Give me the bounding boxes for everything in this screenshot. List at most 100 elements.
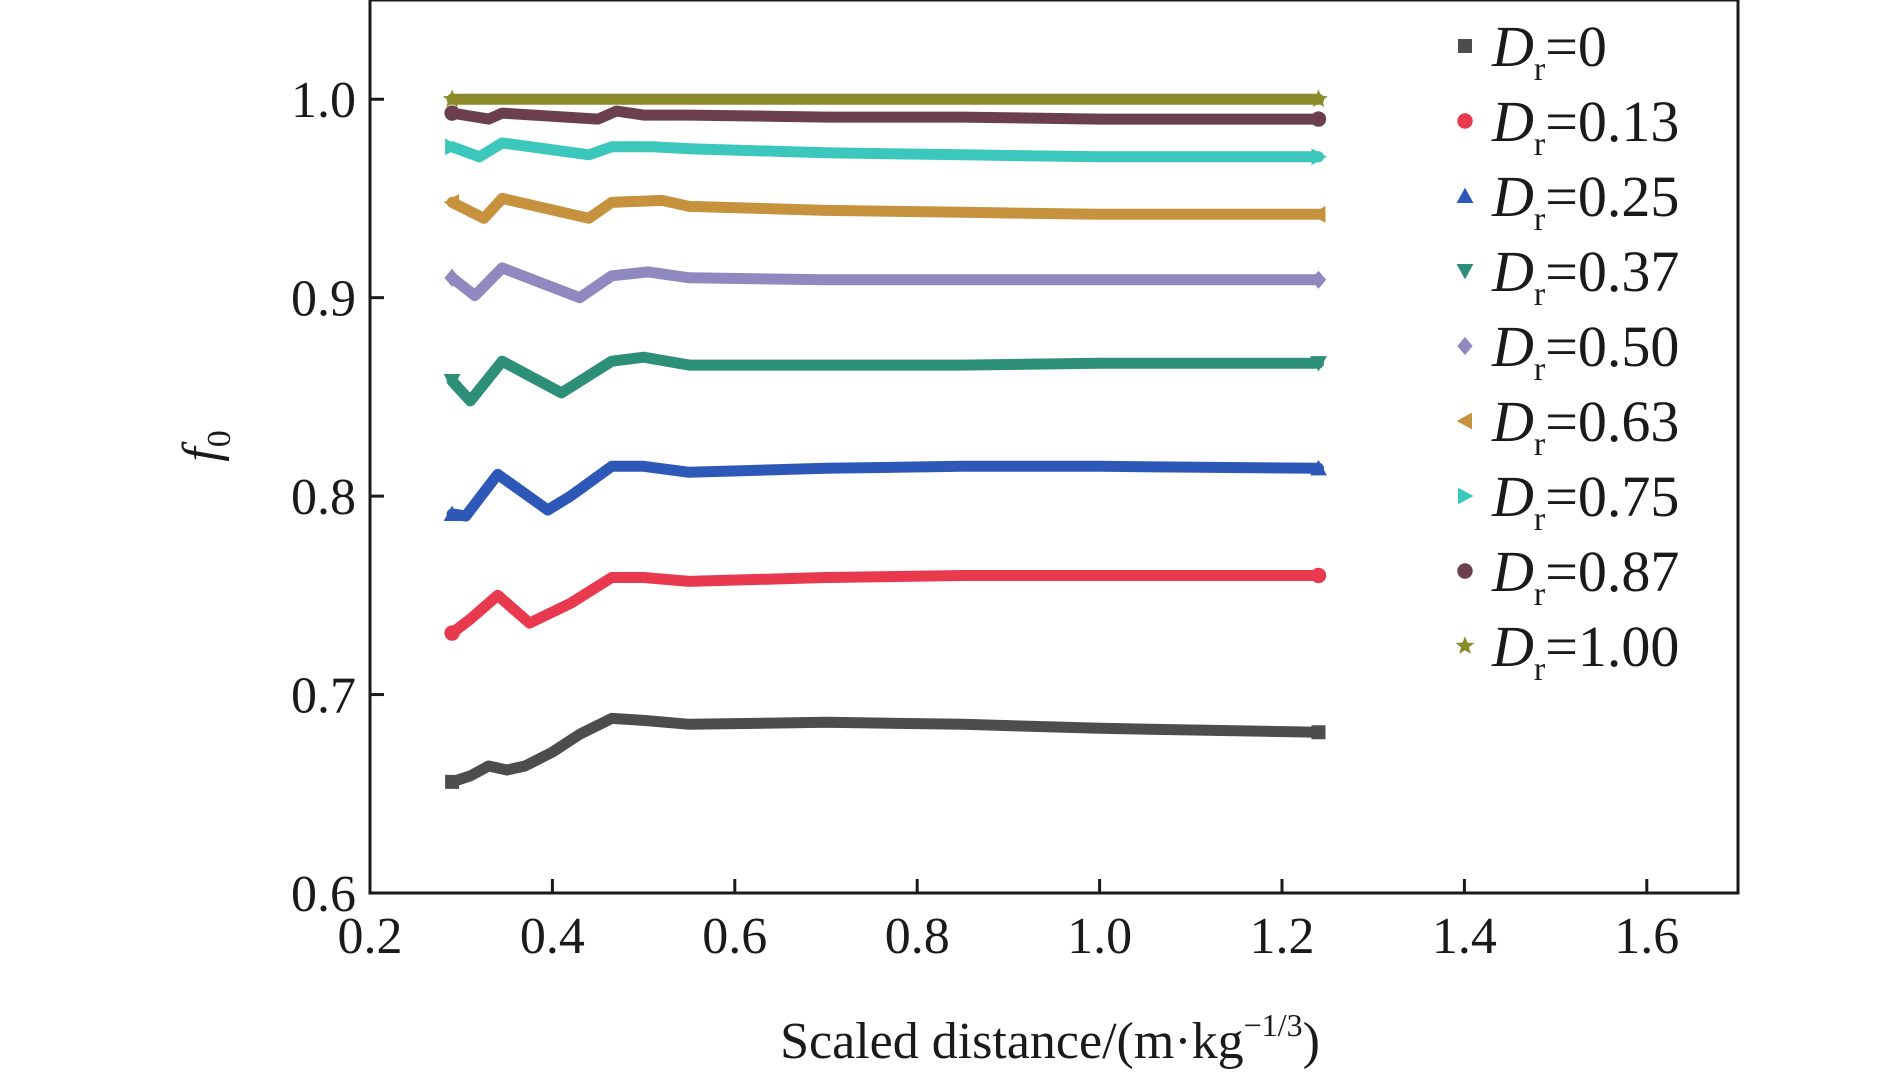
legend-marker	[1455, 636, 1475, 654]
legend-label: Dr=1.00	[1491, 614, 1679, 688]
y-tick-label: 0.7	[291, 668, 356, 725]
series-0.37	[443, 351, 1327, 407]
y-tick-label: 0.9	[291, 271, 356, 328]
x-axis-ticks: 0.2 0.4 0.6 0.8 1.0 1.2 1.4 1.6	[338, 879, 1679, 965]
legend-label: Dr=0.13	[1491, 89, 1679, 163]
legend-item: Dr=0.37	[1456, 239, 1679, 313]
legend-sub: r	[1534, 126, 1546, 163]
series-end-marker	[1310, 205, 1326, 223]
legend-label: Dr=0	[1491, 14, 1607, 88]
x-tick-label: 0.2	[338, 908, 403, 965]
legend-item: Dr=0.25	[1456, 164, 1679, 238]
legend-item: Dr=0.13	[1457, 89, 1679, 163]
legend-sub: r	[1534, 201, 1546, 238]
series-0.50	[444, 262, 1327, 304]
legend-label: Dr=0.87	[1491, 539, 1679, 613]
legend-item: Dr=0	[1458, 14, 1607, 88]
legend-item: Dr=0.87	[1457, 539, 1679, 613]
legend-label: Dr=0.37	[1491, 239, 1679, 313]
series-start-marker	[444, 625, 460, 641]
legend-sub: r	[1534, 351, 1546, 388]
y-axis-title-sub: 0	[201, 430, 238, 447]
series-line	[446, 192, 1324, 224]
legend-marker	[1458, 39, 1472, 53]
x-tick-label: 1.0	[1067, 908, 1132, 965]
series-end-marker	[1310, 270, 1327, 289]
legend-label: Dr=0.75	[1491, 464, 1679, 538]
legend-sub: r	[1534, 426, 1546, 463]
legend-marker	[1456, 187, 1474, 203]
legend-item: Dr=0.63	[1456, 389, 1679, 463]
series-start-marker	[444, 268, 460, 287]
series-0.75	[445, 137, 1327, 166]
legend-var: D	[1491, 389, 1534, 454]
legend-label: Dr=0.50	[1491, 314, 1679, 388]
series-start-marker	[445, 138, 461, 156]
x-axis-title: Scaled distance/(m·kg−1/3)	[780, 1007, 1320, 1070]
series-0.87	[444, 105, 1327, 127]
series-start-marker	[444, 105, 460, 121]
legend-item: Dr=1.00	[1455, 614, 1679, 688]
x-axis-title-exp: −1/3	[1244, 1007, 1303, 1043]
series-line	[446, 262, 1324, 304]
y-axis-ticks: 0.6 0.7 0.8 0.9 1.0	[291, 72, 384, 923]
series-line	[446, 351, 1324, 407]
series-end-marker	[1310, 356, 1327, 372]
series-0.13	[444, 567, 1327, 641]
legend-var: D	[1491, 164, 1534, 229]
legend-marker	[1456, 412, 1472, 430]
legend-marker	[1457, 336, 1473, 356]
series-end-marker	[1311, 148, 1327, 166]
legend-marker	[1458, 487, 1474, 505]
legend-marker	[1457, 113, 1473, 129]
legend-value: =0	[1545, 14, 1607, 79]
series-1.00	[442, 89, 1328, 108]
legend-value: =0.63	[1545, 389, 1679, 454]
y-tick-label: 1.0	[291, 72, 356, 129]
legend-value: =0.87	[1545, 539, 1679, 604]
series-end-marker	[1310, 459, 1327, 476]
legend-var: D	[1491, 464, 1534, 529]
series-end-marker	[1309, 89, 1328, 108]
plot-frame	[368, 0, 1740, 895]
series-start-marker	[442, 89, 462, 108]
legend-sub: r	[1534, 51, 1546, 88]
legend-marker	[1456, 264, 1474, 280]
series-start-marker	[443, 194, 460, 211]
series-line	[446, 460, 1324, 522]
legend-marker	[1457, 563, 1473, 579]
legend-var: D	[1491, 314, 1534, 379]
series-line	[446, 105, 1324, 125]
series-0.25	[443, 459, 1327, 522]
legend-value: =0.50	[1545, 314, 1679, 379]
legend-value: =0.37	[1545, 239, 1679, 304]
y-axis-title: f0	[173, 430, 238, 461]
series-line	[446, 712, 1324, 788]
legend-sub: r	[1534, 576, 1546, 613]
legend-value: =0.75	[1545, 464, 1679, 529]
x-tick-label: 1.2	[1250, 908, 1315, 965]
legend-item: Dr=0.50	[1457, 314, 1679, 388]
x-axis-title-close: )	[1303, 1013, 1320, 1070]
series-line	[446, 570, 1324, 639]
series-end-marker	[1310, 111, 1327, 127]
x-axis-title-main: Scaled distance/(m·kg	[780, 1013, 1244, 1070]
legend-var: D	[1491, 89, 1534, 154]
legend-sub: r	[1534, 276, 1546, 313]
x-tick-label: 1.6	[1614, 908, 1679, 965]
x-tick-label: 1.4	[1432, 908, 1497, 965]
x-tick-label: 0.8	[885, 908, 950, 965]
series-0	[445, 712, 1326, 789]
series-line	[446, 137, 1324, 163]
legend-value: =1.00	[1545, 614, 1679, 679]
legend-label: Dr=0.25	[1491, 164, 1679, 238]
legend-var: D	[1491, 614, 1534, 679]
series-start-marker	[443, 374, 461, 390]
series-start-marker	[445, 774, 460, 789]
legend-sub: r	[1534, 651, 1546, 688]
y-tick-label: 0.6	[291, 866, 356, 923]
legend-value: =0.13	[1545, 89, 1679, 154]
legend-item: Dr=0.75	[1458, 464, 1679, 538]
series-0.63	[443, 192, 1326, 224]
